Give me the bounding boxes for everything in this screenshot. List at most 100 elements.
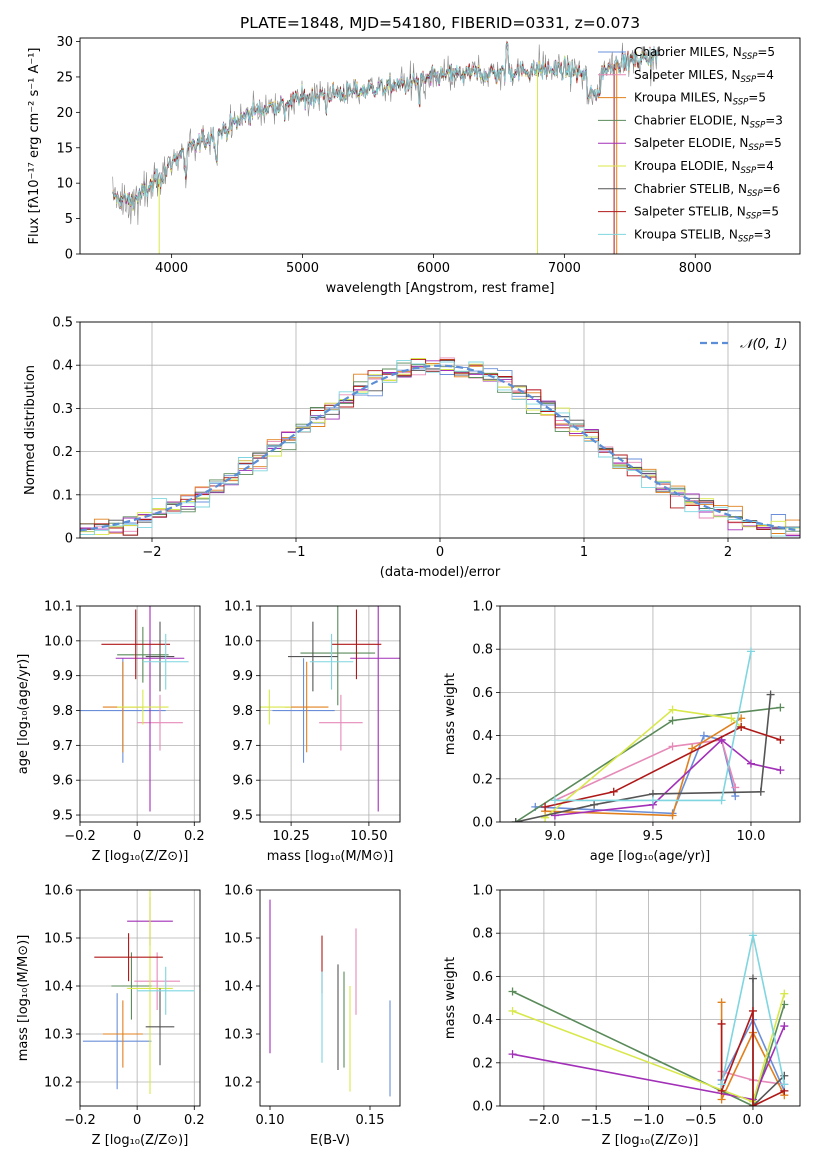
weight-marker-kroupa_miles (668, 811, 677, 820)
y-tick-label: 0.3 (52, 402, 73, 417)
y-tick-label: 0.0 (472, 1100, 493, 1115)
x-tick-label: 9.5 (643, 829, 664, 844)
weight-marker-salpeter_elodie (746, 759, 755, 768)
plot-area-age_vs_mass (260, 606, 400, 812)
figure-title: PLATE=1848, MJD=54180, FIBERID=0331, z=0… (240, 14, 640, 32)
y-tick-label: 10.1 (224, 600, 253, 615)
y-tick-label: 0.4 (472, 729, 493, 744)
x-tick-label: −1 (286, 545, 305, 560)
y-tick-label: 20 (56, 106, 73, 121)
errorbar-point-salpeter_miles (319, 694, 363, 751)
y-tick-label: 10.4 (44, 980, 73, 995)
y-tick-label: 10.0 (224, 634, 253, 649)
weight-marker-kroupa_miles (717, 998, 726, 1007)
legend-label-salpeter_stelib: Salpeter STELIB, NSSP=5 (634, 205, 779, 222)
legend-label-kroupa_elodie: Kroupa ELODIE, NSSP=4 (634, 159, 774, 176)
y-tick-label: 15 (56, 141, 73, 156)
x-tick-label: 6000 (417, 261, 450, 276)
y-tick-label: 10.6 (44, 884, 73, 899)
errorbar-point-salpeter_elodie (115, 606, 185, 812)
y-tick-label: 0.2 (472, 1056, 493, 1071)
axes-frame (79, 37, 801, 255)
errorbar-point-salpeter_miles (137, 694, 183, 751)
weight-marker-kroupa_elodie (727, 714, 736, 723)
weight-marker-chabrier_stelib (756, 787, 765, 796)
weight-marker-chabrier_elodie (508, 987, 517, 996)
y-tick-label: 9.6 (232, 774, 253, 789)
x-axis-label: E(B-V) (310, 1133, 350, 1148)
y-tick-label: 1.0 (472, 884, 493, 899)
y-tick-label: 0.6 (472, 686, 493, 701)
x-tick-label: 1 (580, 545, 588, 560)
axes-residuals: −2 −1 0 1 2 0 0.1 0.2 0.3 0.4 0.5 (data-model)/erro… (23, 316, 801, 580)
y-tick-label: 0.4 (472, 1013, 493, 1028)
weight-marker-kroupa_stelib (717, 796, 726, 805)
x-tick-label: 0.2 (184, 829, 205, 844)
x-tick-label: −0.2 (64, 829, 96, 844)
x-tick-label: 8000 (679, 261, 712, 276)
weight-marker-salpeter_stelib (776, 735, 785, 744)
x-tick-label: 10.50 (350, 829, 387, 844)
spectrum-legend: Chabrier MILES, NSSP=5 Salpeter MILES, NS… (598, 45, 783, 244)
axes-age_vs_Z: −0.2 0 0.2 9.5 9.6 9.7 9.8 9.9 10.0 10.1 Z [log₁₀(… (16, 600, 205, 865)
x-tick-label: 0 (133, 1113, 141, 1128)
errorbar-point-salpeter_elodie (350, 606, 400, 812)
plot-area-residuals (80, 357, 800, 538)
errorbar-point-chabrier_miles (272, 658, 335, 763)
x-tick-label: 0.15 (356, 1113, 385, 1128)
errorbar-point-chabrier_stelib (145, 621, 175, 692)
y-tick-label: 0.8 (472, 927, 493, 942)
weight-marker-salpeter_stelib (748, 1006, 757, 1015)
errorbar-point-kroupa_miles (102, 1000, 143, 1068)
weight-marker-salpeter_elodie (508, 1050, 517, 1059)
weight-line-kroupa_miles (545, 717, 742, 817)
y-tick-label: 10.4 (224, 980, 253, 995)
x-axis-label: Z [log₁₀(Z/Z⊙)] (602, 1133, 699, 1148)
y-tick-label: 0 (65, 532, 73, 547)
errorbar-point-chabrier_elodie (111, 952, 152, 1020)
plot-area-weight_vs_age (511, 647, 785, 822)
y-tick-label: 25 (56, 70, 73, 85)
y-tick-label: 10.2 (44, 1076, 73, 1091)
weight-marker-salpeter_stelib (748, 1102, 757, 1106)
x-tick-label: −1.5 (580, 1113, 612, 1128)
weight-marker-chabrier_stelib (590, 800, 599, 809)
axes-frame (79, 605, 201, 823)
y-tick-label: 10.3 (224, 1028, 253, 1043)
weight-marker-chabrier_stelib (748, 974, 757, 983)
x-tick-label: −2 (142, 545, 161, 560)
y-axis-label: mass weight (443, 957, 458, 1039)
y-tick-label: 10.3 (44, 1028, 73, 1043)
y-tick-label: 9.8 (232, 704, 253, 719)
histogram-kroupa_stelib (80, 359, 800, 537)
y-tick-label: 9.7 (232, 739, 253, 754)
weight-marker-salpeter_miles (668, 742, 677, 751)
axes-age_vs_mass: 10.25 10.50 9.5 9.6 9.7 9.8 9.9 10.0 10.1 mass [l… (224, 600, 401, 864)
errorbar-point-chabrier_stelib (145, 988, 175, 1066)
legend-label-chabrier_stelib: Chabrier STELIB, NSSP=6 (634, 182, 780, 199)
errorbar-point-kroupa_miles (284, 661, 329, 753)
errorbar-point-salpeter_stelib (101, 609, 170, 680)
weight-marker-kroupa_stelib (717, 1080, 726, 1089)
weight-marker-kroupa_elodie (780, 989, 789, 998)
weight-marker-kroupa_elodie (508, 1006, 517, 1015)
legend-label-salpeter_elodie: Salpeter ELODIE, NSSP=5 (634, 136, 782, 153)
y-tick-label: 5 (65, 212, 73, 227)
x-tick-label: 9.0 (545, 829, 566, 844)
legend-label-chabrier_elodie: Chabrier ELODIE, NSSP=3 (634, 113, 783, 130)
errorbar-point-kroupa_stelib (137, 966, 195, 1015)
axes-frame (259, 889, 401, 1107)
y-tick-label: 0.2 (472, 772, 493, 787)
x-tick-label: 2 (724, 545, 732, 560)
y-tick-label: 9.7 (52, 739, 73, 754)
weight-marker-kroupa_stelib (748, 931, 757, 940)
y-tick-label: 30 (56, 35, 73, 50)
x-tick-label: 0.2 (184, 1113, 205, 1128)
y-tick-label: 10.5 (224, 932, 253, 947)
axes-frame (499, 605, 801, 823)
spectrum-model-chabrier_miles (112, 42, 659, 211)
x-tick-label: 0 (436, 545, 444, 560)
plot-area-age_vs_Z (80, 606, 189, 812)
